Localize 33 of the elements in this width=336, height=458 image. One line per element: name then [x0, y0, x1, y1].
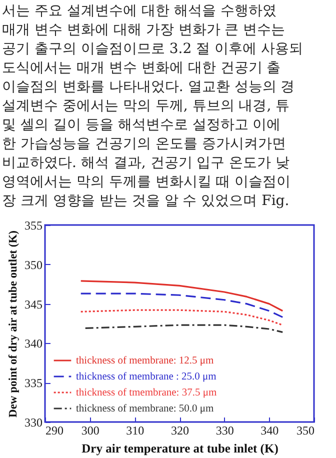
y-tick-label: 340: [24, 336, 42, 351]
text: 장 크게 영향을 받는 것을 알 수 있었으며 Fig.: [2, 192, 290, 211]
text: 및 셀의 길이 등을 해석변수로 설정하고 이에: [2, 116, 282, 135]
text: 설계변수 중에서는 막의 두께, 튜브의 내경, 튜: [2, 97, 291, 116]
text: 도식에서는 매개 변수 변화에 대한 건공기 출: [2, 59, 282, 78]
x-tick-label: 320: [171, 424, 189, 438]
y-tick-label: 355: [24, 218, 42, 232]
y-axis-title: Dew point of dry air at tube outlet (K): [8, 230, 20, 418]
line-series: [80, 280, 284, 312]
x-tick-label: 310: [126, 424, 144, 438]
y-tick-label: 335: [24, 376, 42, 390]
line-series: [80, 292, 284, 318]
x-tick-label: 300: [81, 424, 100, 438]
text: 매개 변수 변화에 대해 가장 변화가 큰 변수는: [2, 21, 286, 40]
legend-label: thickness of membrane: 12.5 μm: [76, 356, 214, 366]
x-tick-label: 290: [46, 424, 64, 438]
x-tick-label: 350: [296, 424, 314, 438]
x-tick-label: 340: [260, 424, 279, 438]
legend-label: thickness of tmembrane: 37.5 μm: [76, 388, 217, 398]
text: 영역에서는 막의 두께를 변화시킬 때 이슬점이: [2, 173, 292, 192]
x-axis-title: Dry air temperature at tube inlet (K): [82, 442, 278, 456]
text: 서는 주요 설계변수에 대한 해석을 수행하였: [2, 2, 278, 21]
legend-label: thickness of membrane: 50.0 μm: [76, 404, 214, 414]
text: 공기 출구의 이슬점이므로 3.2 절 이후에 사용되: [2, 40, 303, 59]
text: 이슬점의 변화를 나타내었다. 열교환 성능의 경: [2, 78, 296, 97]
line-series: [80, 309, 284, 326]
legend-label: thickness of membrane : 25.0 μm: [76, 372, 216, 382]
y-tick-label: 350: [24, 258, 42, 272]
y-tick-label: 345: [24, 297, 42, 312]
x-tick-label: 330: [216, 424, 234, 438]
line-series: [84, 324, 284, 333]
text: 비교하였다. 해석 결과, 건공기 입구 온도가 낮: [2, 154, 291, 173]
text: 한 가습성능을 건공기의 온도를 증가시켜가면: [2, 135, 287, 154]
